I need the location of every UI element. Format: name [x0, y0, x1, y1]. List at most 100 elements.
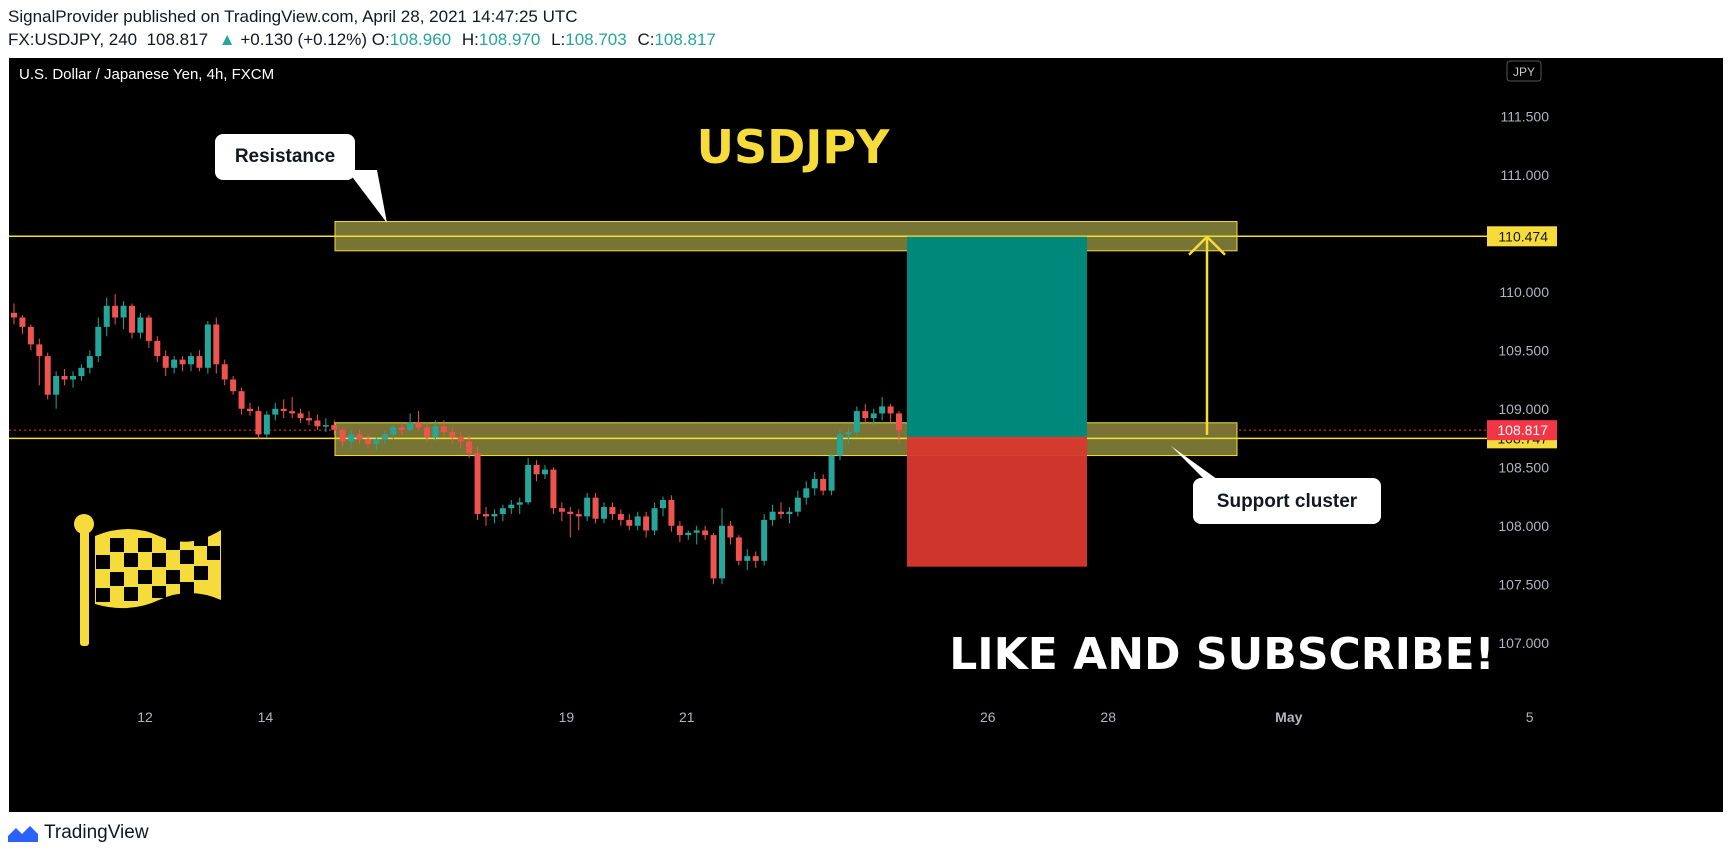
candle-body	[474, 453, 481, 515]
x-tick-label: 12	[137, 709, 153, 725]
symbol-interval[interactable]: FX:USDJPY, 240	[8, 30, 138, 49]
footer-brand[interactable]: TradingView	[8, 822, 149, 844]
y-tick-label: 107.000	[1498, 635, 1549, 651]
candle-body	[609, 507, 616, 515]
candle-body	[508, 504, 515, 509]
up-arrow-icon: ▲	[218, 30, 236, 49]
candle	[162, 350, 169, 376]
resistance-callout-box	[215, 134, 355, 180]
candle	[769, 504, 776, 526]
candle-body	[86, 356, 93, 368]
candle	[230, 375, 237, 395]
candle-body	[36, 344, 43, 357]
footer-brand-text: TradingView	[44, 822, 149, 843]
candle-body	[752, 556, 759, 561]
candle-body	[853, 411, 860, 433]
candle-body	[204, 324, 211, 368]
position-target-zone	[907, 236, 1087, 437]
candle-body	[769, 511, 776, 520]
candle-body	[306, 418, 312, 421]
ohlc-high-label: H:	[461, 30, 479, 49]
candle-body	[27, 326, 34, 345]
candle-body	[525, 464, 532, 503]
candle-body	[491, 514, 498, 517]
candle-body	[575, 514, 582, 517]
candle	[660, 496, 666, 517]
candle-body	[786, 511, 793, 515]
candle	[491, 509, 498, 524]
candle	[86, 350, 93, 374]
candle-body	[617, 514, 624, 520]
candle	[407, 413, 414, 433]
candle-body	[845, 432, 852, 435]
price-lines-layer	[9, 235, 1487, 440]
candle	[398, 422, 405, 435]
candle-body	[61, 375, 68, 380]
candle-body	[188, 356, 194, 365]
last-price: 108.817	[146, 30, 209, 49]
last-price-badge	[1487, 420, 1557, 441]
candle	[297, 408, 304, 423]
candle	[171, 356, 178, 374]
candle-body	[213, 324, 220, 365]
chart-svg[interactable]: Resistance Support cluster 111.500 111.000…	[9, 58, 1723, 812]
candle	[331, 420, 338, 435]
candle-body	[314, 420, 321, 427]
candle-body	[348, 434, 355, 442]
candle	[870, 408, 877, 426]
chart-panel[interactable]: Resistance Support cluster 111.500 111.000…	[9, 58, 1723, 812]
checkered-flag-icon	[74, 514, 221, 646]
candle	[744, 549, 751, 571]
position-stop-zone	[907, 436, 1087, 567]
candle-body	[407, 422, 414, 430]
candle	[786, 507, 793, 524]
candle	[710, 532, 717, 585]
candle-body	[794, 497, 801, 512]
candle-body	[735, 537, 742, 561]
last-price-badge-label: 108.817	[1497, 422, 1548, 438]
candle	[752, 551, 759, 568]
candle-body	[44, 356, 51, 395]
candle-body	[53, 375, 60, 395]
published-line: SignalProvider published on TradingView.…	[8, 7, 578, 26]
candle-body	[651, 508, 658, 531]
candle-body	[676, 525, 683, 536]
candle	[853, 406, 860, 437]
candle	[196, 350, 203, 372]
y-tick-label: 108.500	[1498, 459, 1549, 475]
candle	[820, 474, 827, 496]
candle-body	[702, 530, 709, 536]
candle-body	[643, 516, 650, 531]
candle	[761, 514, 768, 566]
candle-body	[145, 317, 152, 341]
candle	[719, 508, 725, 585]
candle	[811, 471, 818, 496]
candle	[188, 352, 194, 372]
candle	[154, 336, 161, 362]
candle-body	[533, 464, 540, 475]
candle-body	[457, 436, 464, 442]
candle-body	[626, 519, 633, 526]
tradingview-logo-icon	[8, 826, 38, 842]
candle-body	[137, 317, 144, 333]
candle	[862, 404, 869, 423]
candle-body	[761, 519, 768, 561]
candle	[103, 297, 110, 337]
candle-body	[196, 356, 203, 368]
candle	[845, 427, 852, 444]
x-tick-label: May	[1275, 709, 1302, 725]
candle	[634, 511, 641, 531]
candle-body	[238, 391, 245, 409]
y-tick-label: 109.500	[1498, 342, 1549, 358]
candle-body	[129, 305, 135, 333]
candle	[78, 364, 85, 381]
resistance-callout-label: Resistance	[235, 146, 335, 167]
candle	[466, 434, 473, 458]
candle	[483, 507, 489, 526]
candle	[440, 420, 447, 437]
candle-body	[710, 535, 717, 579]
candle	[280, 399, 287, 419]
candle-body	[870, 413, 877, 419]
candle	[533, 460, 540, 482]
candle-body	[803, 488, 810, 498]
